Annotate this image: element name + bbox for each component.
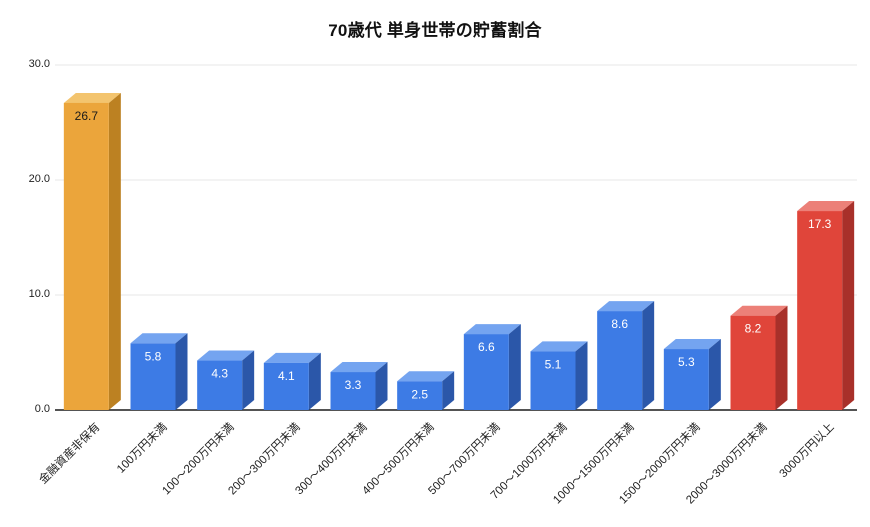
bar-11: 17.3 <box>797 201 855 410</box>
bar-top-face <box>463 324 521 335</box>
bar-value-label: 3.3 <box>345 378 362 392</box>
y-axis-label: 10.0 <box>28 288 50 300</box>
bar-side-face <box>775 305 788 410</box>
bar-5: 2.5 <box>397 371 455 410</box>
bar-top-face <box>197 350 255 361</box>
bar-2: 4.3 <box>197 350 255 410</box>
bar-side-face <box>575 341 588 410</box>
y-axis-label: 30.0 <box>28 58 50 70</box>
bar-10: 8.2 <box>730 305 788 410</box>
y-axis-label: 0.0 <box>34 403 50 415</box>
bar-side-face <box>242 350 255 410</box>
bar-top-face <box>263 352 321 363</box>
bar-front-face <box>130 343 176 410</box>
bar-front-face <box>197 360 243 410</box>
bar-value-label: 8.2 <box>745 322 762 336</box>
bar-value-label: 5.1 <box>545 357 562 371</box>
bar-front-face <box>663 349 709 410</box>
bar-8: 8.6 <box>597 301 655 410</box>
bar-top-face <box>397 371 455 382</box>
bar-side-face <box>442 371 455 410</box>
bar-value-label: 26.7 <box>75 109 99 123</box>
bar-side-face <box>642 301 655 410</box>
bar-side-face <box>175 333 188 410</box>
bar-value-label: 8.6 <box>611 317 628 331</box>
bar-value-label: 17.3 <box>808 217 832 231</box>
bar-side-face <box>708 339 721 410</box>
bar-value-label: 4.3 <box>211 367 228 381</box>
bar-front-face <box>263 362 309 410</box>
y-axis-label: 20.0 <box>28 173 50 185</box>
bar-side-face <box>308 352 321 410</box>
bar-value-label: 6.6 <box>478 340 495 354</box>
bar-top-face <box>330 362 388 373</box>
bar-front-face <box>330 372 376 410</box>
bar-4: 3.3 <box>330 362 388 410</box>
bar-front-face <box>597 311 643 410</box>
bar-side-face <box>842 201 855 410</box>
bar-top-face <box>597 301 655 312</box>
bar-value-label: 5.8 <box>145 349 162 363</box>
bar-front-face <box>730 315 776 410</box>
bar-top-face <box>63 92 121 103</box>
bar-value-label: 2.5 <box>411 387 428 401</box>
bar-front-face <box>530 351 576 410</box>
bar-value-label: 4.1 <box>278 369 295 383</box>
chart-title: 70歳代 単身世帯の貯蓄割合 <box>328 21 542 40</box>
bar-side-face <box>508 324 521 410</box>
bar-6: 6.6 <box>463 324 521 410</box>
bar-7: 5.1 <box>530 341 588 410</box>
bar-top-face <box>663 339 721 350</box>
bar-1: 5.8 <box>130 333 188 410</box>
bar-front-face <box>63 102 109 410</box>
bar-front-face <box>797 211 843 410</box>
bar-front-face <box>397 381 443 410</box>
bar-front-face <box>463 334 509 410</box>
bar-top-face <box>530 341 588 352</box>
bar-side-face <box>375 362 388 410</box>
bar-9: 5.3 <box>663 339 721 410</box>
bar-value-label: 5.3 <box>678 355 695 369</box>
bar-top-face <box>730 305 788 316</box>
bar-top-face <box>797 201 855 212</box>
bar-top-face <box>130 333 188 344</box>
bar-side-face <box>108 92 121 410</box>
bar-0: 26.7 <box>63 92 121 410</box>
bar-3: 4.1 <box>263 352 321 410</box>
